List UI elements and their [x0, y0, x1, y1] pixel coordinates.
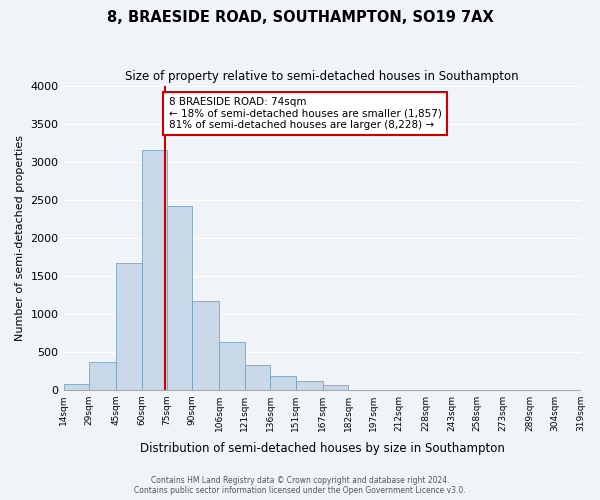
Bar [193, 302, 220, 390]
Bar [271, 376, 296, 390]
Bar [220, 342, 245, 390]
Bar [296, 382, 323, 390]
Bar [89, 362, 116, 390]
X-axis label: Distribution of semi-detached houses by size in Southampton: Distribution of semi-detached houses by … [140, 442, 505, 455]
Bar [116, 262, 142, 390]
Title: Size of property relative to semi-detached houses in Southampton: Size of property relative to semi-detach… [125, 70, 519, 83]
Text: 8, BRAESIDE ROAD, SOUTHAMPTON, SO19 7AX: 8, BRAESIDE ROAD, SOUTHAMPTON, SO19 7AX [107, 10, 493, 25]
Text: Contains HM Land Registry data © Crown copyright and database right 2024.
Contai: Contains HM Land Registry data © Crown c… [134, 476, 466, 495]
Text: 8 BRAESIDE ROAD: 74sqm
← 18% of semi-detached houses are smaller (1,857)
81% of : 8 BRAESIDE ROAD: 74sqm ← 18% of semi-det… [169, 97, 442, 130]
Bar [245, 364, 271, 390]
Bar [167, 206, 193, 390]
Bar [142, 150, 167, 390]
Bar [323, 386, 348, 390]
Bar [64, 384, 89, 390]
Y-axis label: Number of semi-detached properties: Number of semi-detached properties [15, 134, 25, 340]
